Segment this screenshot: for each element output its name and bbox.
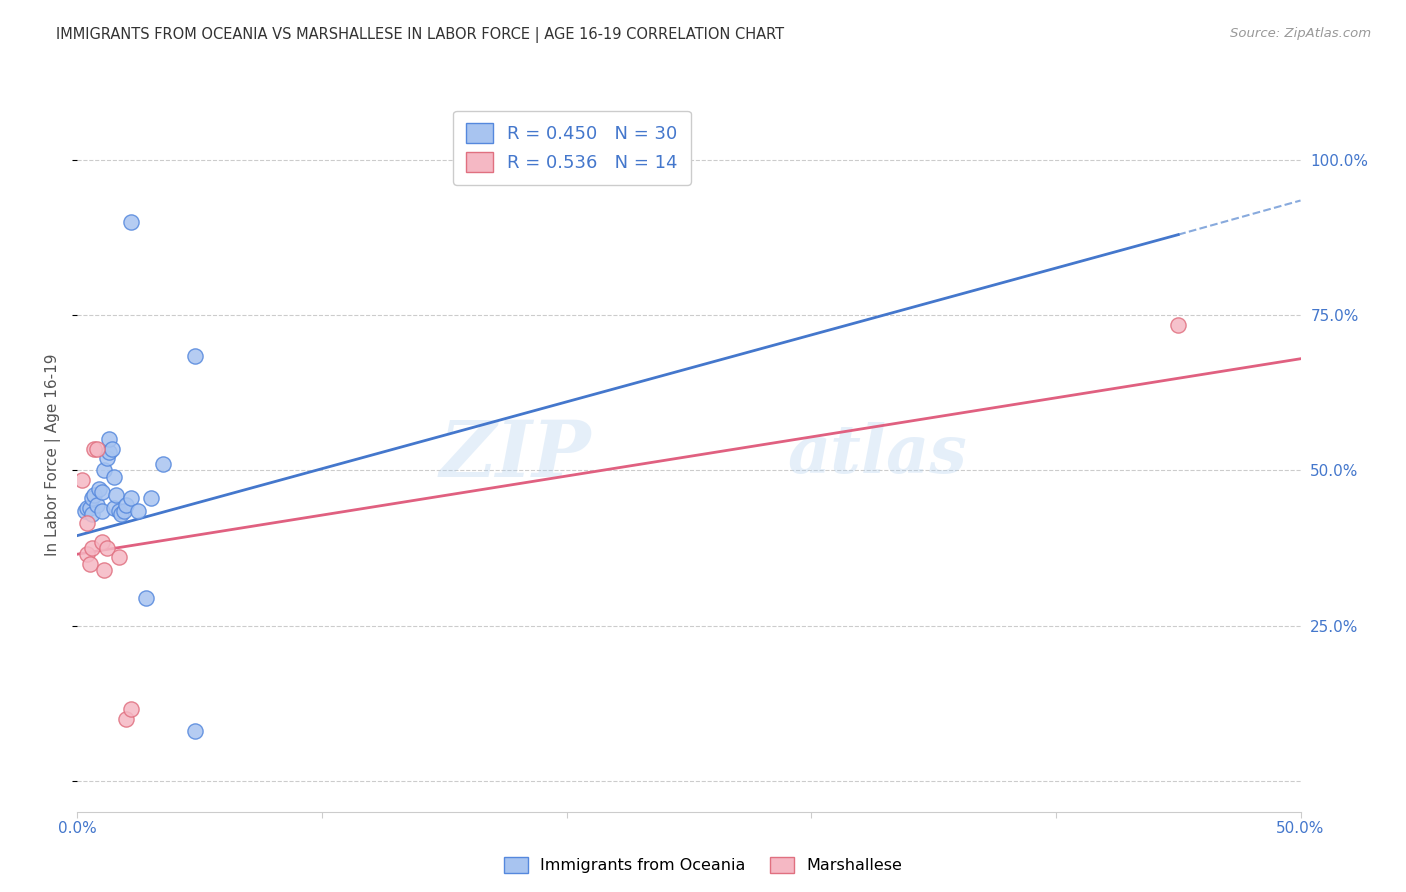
Point	[103, 500, 125, 515]
Text: atlas: atlas	[787, 423, 966, 487]
Point	[184, 724, 207, 739]
Point	[79, 557, 101, 571]
Point	[108, 504, 131, 518]
Point	[110, 507, 132, 521]
Legend: Immigrants from Oceania, Marshallese: Immigrants from Oceania, Marshallese	[498, 850, 908, 880]
Point	[83, 442, 105, 456]
Point	[73, 504, 96, 518]
Point	[90, 485, 112, 500]
Point	[70, 473, 93, 487]
Legend: R = 0.450   N = 30, R = 0.536   N = 14: R = 0.450 N = 30, R = 0.536 N = 14	[453, 111, 690, 185]
Point	[98, 433, 121, 447]
Point	[105, 488, 128, 502]
Point	[80, 541, 103, 555]
Point	[128, 504, 150, 518]
Point	[112, 504, 135, 518]
Point	[86, 498, 108, 512]
Point	[184, 349, 207, 363]
Point	[98, 445, 121, 459]
Point	[1167, 318, 1189, 332]
Point	[80, 491, 103, 506]
Point	[93, 563, 115, 577]
Point	[152, 457, 174, 471]
Point	[86, 442, 108, 456]
Text: Source: ZipAtlas.com: Source: ZipAtlas.com	[1230, 27, 1371, 40]
Text: IMMIGRANTS FROM OCEANIA VS MARSHALLESE IN LABOR FORCE | AGE 16-19 CORRELATION CH: IMMIGRANTS FROM OCEANIA VS MARSHALLESE I…	[56, 27, 785, 43]
Point	[83, 488, 105, 502]
Point	[96, 450, 118, 465]
Point	[76, 516, 98, 531]
Point	[90, 534, 112, 549]
Point	[108, 550, 131, 565]
Point	[76, 500, 98, 515]
Point	[139, 491, 162, 506]
Point	[90, 504, 112, 518]
Point	[89, 482, 111, 496]
Point	[103, 469, 125, 483]
Point	[96, 541, 118, 555]
Point	[120, 702, 142, 716]
Point	[79, 500, 101, 515]
Y-axis label: In Labor Force | Age 16-19: In Labor Force | Age 16-19	[45, 353, 62, 557]
Point	[135, 591, 157, 605]
Point	[80, 507, 103, 521]
Text: ZIP: ZIP	[440, 417, 591, 493]
Point	[93, 463, 115, 477]
Point	[115, 498, 138, 512]
Point	[100, 442, 122, 456]
Point	[76, 547, 98, 561]
Point	[120, 215, 142, 229]
Point	[120, 491, 142, 506]
Point	[115, 712, 138, 726]
